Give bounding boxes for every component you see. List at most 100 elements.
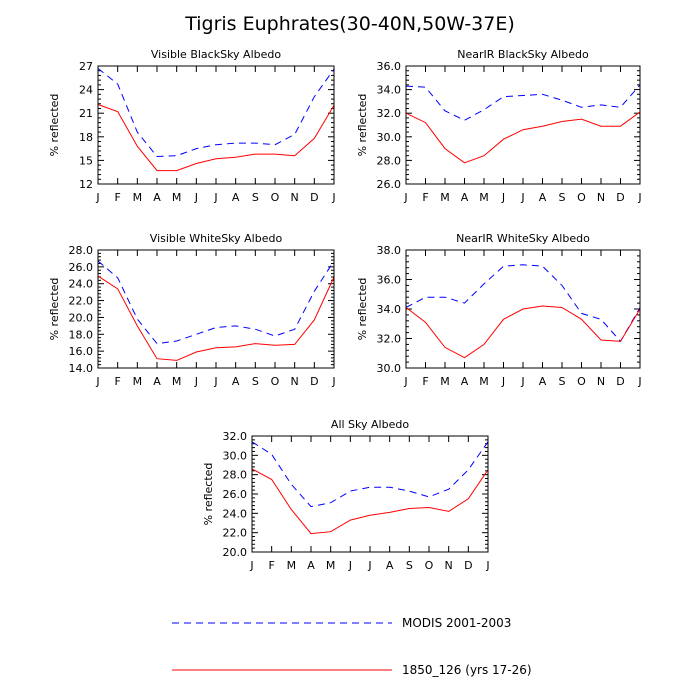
series-line-model xyxy=(251,468,489,535)
y-tick-label: 15 xyxy=(79,154,93,167)
x-tick-label: S xyxy=(559,191,566,204)
y-axis-label: % reflected xyxy=(48,278,61,341)
x-tick-label: J xyxy=(501,191,505,204)
series-line-model xyxy=(97,275,335,361)
x-tick-label: S xyxy=(559,375,566,388)
figure-title: Tigris Euphrates(30-40N,50W-37E) xyxy=(184,13,515,35)
series-line-model xyxy=(405,111,641,164)
x-tick-label: M xyxy=(172,375,182,388)
x-tick-label: S xyxy=(252,191,259,204)
panel-title: All Sky Albedo xyxy=(331,418,409,431)
x-tick-label: N xyxy=(291,191,299,204)
series-line-modis xyxy=(405,84,641,121)
panel-title: Visible WhiteSky Albedo xyxy=(150,232,283,245)
y-tick-label: 12 xyxy=(79,178,93,191)
x-tick-label: S xyxy=(406,559,413,572)
x-tick-label: M xyxy=(440,375,450,388)
x-tick-label: J xyxy=(249,559,253,572)
x-tick-label: J xyxy=(403,375,407,388)
x-tick-label: M xyxy=(479,191,489,204)
x-tick-label: M xyxy=(440,191,450,204)
x-tick-label: A xyxy=(232,375,240,388)
x-tick-label: D xyxy=(616,375,624,388)
x-tick-label: D xyxy=(616,191,624,204)
x-tick-label: F xyxy=(269,559,275,572)
x-tick-label: J xyxy=(194,375,198,388)
y-tick-label: 24.0 xyxy=(69,278,94,291)
y-tick-label: 30.0 xyxy=(377,362,402,375)
x-tick-label: M xyxy=(326,559,336,572)
chart-panel-5: All Sky Albedo % reflected 20.0 22.0 24.0 26.… xyxy=(202,418,490,572)
series-line-model xyxy=(97,104,335,172)
y-tick-label: 16.0 xyxy=(69,345,94,358)
panel-title: NearIR WhiteSky Albedo xyxy=(456,232,590,245)
x-tick-label: M xyxy=(133,191,143,204)
plot-frame xyxy=(251,435,489,553)
x-tick-label: F xyxy=(422,375,428,388)
x-tick-label: M xyxy=(479,375,489,388)
panel-title: Visible BlackSky Albedo xyxy=(151,48,281,61)
legend: MODIS 2001-2003 1850_126 (yrs 17-26) xyxy=(172,616,532,677)
x-tick-label: J xyxy=(213,375,217,388)
y-axis-label: % reflected xyxy=(356,278,369,341)
y-tick-label: 32.0 xyxy=(223,430,248,443)
y-tick-label: 24.0 xyxy=(223,507,248,520)
x-tick-label: S xyxy=(252,375,259,388)
x-tick-label: J xyxy=(637,375,641,388)
y-tick-label: 27 xyxy=(79,60,93,73)
series-line-modis xyxy=(97,260,335,345)
x-tick-label: O xyxy=(425,559,434,572)
chart-panel-1: Visible BlackSky Albedo % reflected 12 15 18… xyxy=(48,48,336,204)
x-tick-label: D xyxy=(310,375,318,388)
y-tick-label: 21 xyxy=(79,107,93,120)
y-tick-label: 36.0 xyxy=(377,274,402,287)
chart-panel-3: Visible WhiteSky Albedo % reflected 14.0 16… xyxy=(48,232,336,388)
x-tick-label: D xyxy=(464,559,472,572)
x-tick-label: O xyxy=(271,375,280,388)
x-tick-label: J xyxy=(485,559,489,572)
x-tick-label: J xyxy=(331,375,335,388)
plot-frame xyxy=(97,249,335,369)
y-tick-label: 20.0 xyxy=(69,311,94,324)
y-tick-label: 28.0 xyxy=(223,469,248,482)
x-tick-label: M xyxy=(172,191,182,204)
y-tick-label: 38.0 xyxy=(377,244,402,257)
x-tick-label: J xyxy=(520,191,524,204)
x-tick-label: N xyxy=(445,559,453,572)
x-tick-label: J xyxy=(331,191,335,204)
x-tick-label: J xyxy=(501,375,505,388)
x-tick-label: M xyxy=(133,375,143,388)
x-tick-label: N xyxy=(291,375,299,388)
y-tick-label: 32.0 xyxy=(377,333,402,346)
y-tick-label: 28.0 xyxy=(377,154,402,167)
x-tick-label: N xyxy=(597,375,605,388)
x-tick-label: J xyxy=(194,191,198,204)
x-tick-label: D xyxy=(310,191,318,204)
x-tick-label: J xyxy=(520,375,524,388)
x-tick-label: O xyxy=(577,191,586,204)
plot-frame xyxy=(97,65,335,185)
y-tick-label: 20.0 xyxy=(223,546,248,559)
y-tick-label: 30.0 xyxy=(377,131,402,144)
y-tick-label: 26.0 xyxy=(377,178,402,191)
y-tick-label: 24 xyxy=(79,84,93,97)
legend-label-modis: MODIS 2001-2003 xyxy=(402,616,511,630)
y-tick-label: 18.0 xyxy=(69,328,94,341)
plot-frame xyxy=(405,249,641,369)
x-tick-label: M xyxy=(287,559,297,572)
y-tick-label: 30.0 xyxy=(223,449,248,462)
y-tick-label: 26.0 xyxy=(223,488,248,501)
x-tick-label: J xyxy=(95,375,99,388)
series-line-modis xyxy=(97,68,335,158)
x-tick-label: A xyxy=(461,191,469,204)
x-tick-label: A xyxy=(153,191,161,204)
x-tick-label: F xyxy=(115,375,121,388)
series-line-model xyxy=(405,305,641,359)
x-tick-label: J xyxy=(213,191,217,204)
legend-label-model: 1850_126 (yrs 17-26) xyxy=(402,663,532,677)
x-tick-label: O xyxy=(271,191,280,204)
y-tick-label: 22.0 xyxy=(223,527,248,540)
y-tick-label: 22.0 xyxy=(69,295,94,308)
x-tick-label: A xyxy=(539,191,547,204)
